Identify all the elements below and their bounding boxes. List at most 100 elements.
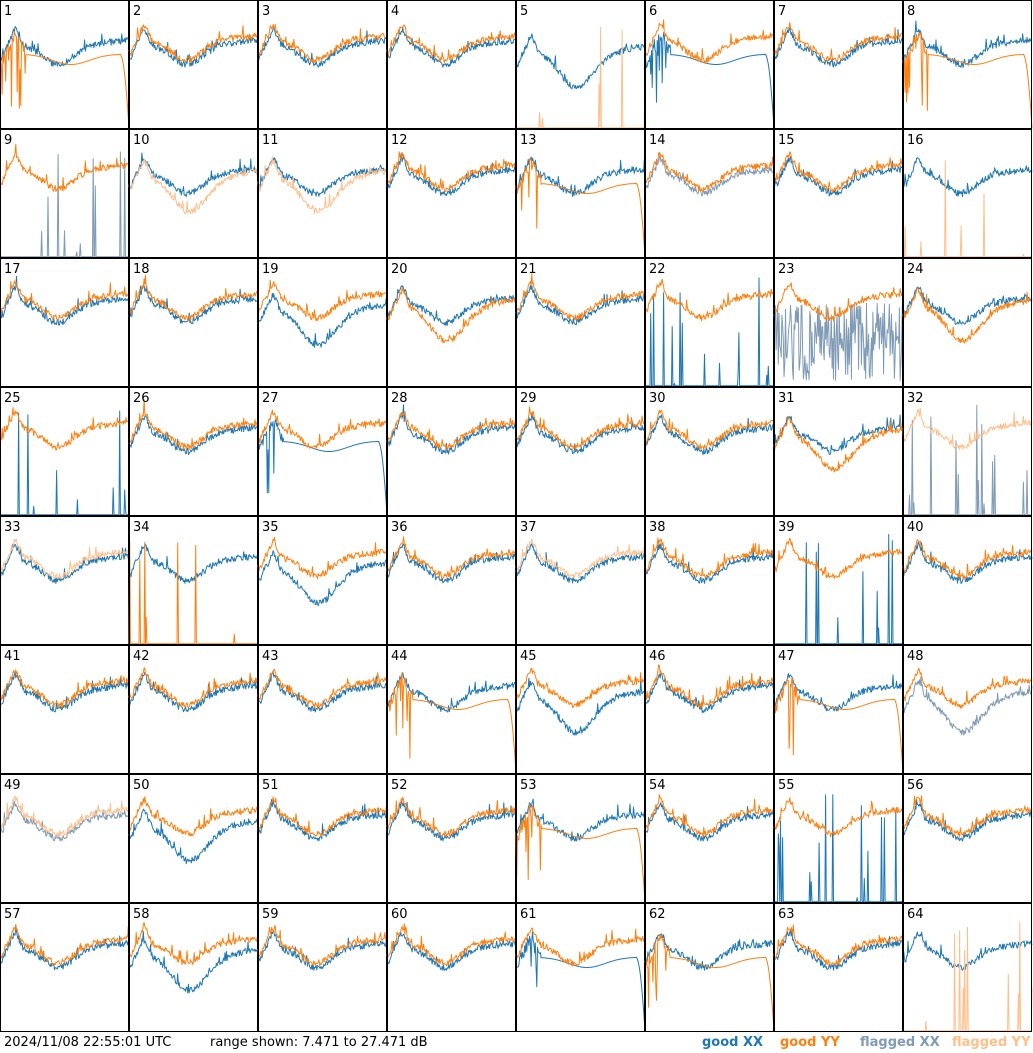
- series-yy-panel-41: [0, 669, 130, 709]
- panel-62: 62: [644, 903, 775, 1032]
- panel-label: 12: [391, 133, 408, 148]
- panel-60: 60: [386, 903, 517, 1032]
- panel-61: 61: [515, 903, 646, 1032]
- panel-51: 51: [257, 774, 388, 903]
- panel-label: 34: [133, 520, 150, 535]
- panel-label: 58: [133, 907, 150, 922]
- panel-24: 24: [902, 258, 1033, 387]
- series-xx-panel-11: [257, 157, 388, 197]
- series-xx-panel-15: [773, 156, 904, 197]
- series-xx-panel-39: [774, 534, 903, 645]
- series-yy-panel-58: [128, 922, 259, 966]
- panel-label: 62: [649, 907, 666, 922]
- series-yy-panel-8: [902, 32, 1033, 129]
- series-xx-panel-40: [902, 541, 1033, 584]
- series-yy-panel-44: [386, 672, 517, 774]
- panel-label: 18: [133, 262, 150, 277]
- panel-frame: [258, 774, 387, 903]
- series-yy-panel-33: [0, 538, 130, 579]
- panel-18: 18: [128, 258, 259, 387]
- panel-frame: [387, 129, 516, 258]
- panel-frame: [387, 387, 516, 516]
- series-xx-panel-58: [128, 931, 259, 994]
- panel-22: 22: [644, 258, 775, 387]
- panel-49: 49: [0, 774, 130, 903]
- panel-label: 44: [391, 649, 408, 664]
- series-yy-panel-40: [902, 539, 1033, 580]
- panel-frame: [645, 516, 774, 645]
- panel-frame: [258, 645, 387, 774]
- panel-63: 63: [773, 903, 904, 1032]
- panel-frame: [0, 645, 129, 774]
- panel-frame: [774, 387, 903, 516]
- panel-16: 16: [902, 129, 1033, 258]
- panel-28: 28: [386, 387, 517, 516]
- panel-frame: [774, 0, 903, 129]
- panel-label: 10: [133, 133, 150, 148]
- panel-frame: [516, 774, 645, 903]
- series-yy-panel-63: [773, 924, 904, 966]
- series-yy-panel-11: [257, 155, 388, 215]
- series-yy-panel-28: [386, 411, 517, 451]
- panel-frame: [0, 129, 129, 258]
- series-xx-panel-45: [515, 677, 646, 736]
- series-xx-panel-25: [0, 410, 129, 516]
- panel-frame: [903, 516, 1032, 645]
- panel-41: 41: [0, 645, 130, 774]
- series-xx-panel-51: [257, 799, 388, 842]
- series-xx-panel-16: [902, 157, 1033, 198]
- series-yy-panel-53: [515, 803, 646, 903]
- series-xx-panel-38: [644, 543, 775, 584]
- series-yy-panel-50: [128, 796, 259, 837]
- panel-frame: [774, 129, 903, 258]
- panel-32: 32: [902, 387, 1033, 516]
- series-xx-panel-63: [773, 928, 904, 971]
- series-yy-panel-37: [515, 538, 646, 580]
- panel-64: 64: [902, 903, 1033, 1032]
- panel-frame: [0, 387, 129, 516]
- panel-14: 14: [644, 129, 775, 258]
- panel-54: 54: [644, 774, 775, 903]
- panel-label: 39: [778, 520, 795, 535]
- series-xx-panel-55: [774, 794, 903, 903]
- series-xx-panel-35: [257, 550, 388, 607]
- series-yy-panel-59: [257, 925, 388, 966]
- series-yy-panel-21: [515, 273, 646, 321]
- panel-label: 13: [520, 133, 537, 148]
- series-yy-panel-14: [644, 151, 775, 192]
- panel-frame: [774, 516, 903, 645]
- panel-label: 6: [649, 4, 657, 19]
- series-xx-panel-13: [515, 156, 646, 197]
- series-yy-panel-61: [515, 927, 646, 967]
- panel-label: 7: [778, 4, 786, 19]
- panel-frame: [903, 258, 1032, 387]
- panel-frame: [387, 774, 516, 903]
- series-yy-panel-2: [128, 24, 259, 64]
- panel-15: 15: [773, 129, 904, 258]
- panel-frame: [516, 645, 645, 774]
- series-xx-panel-14: [644, 153, 775, 197]
- panel-8: 8: [902, 0, 1033, 129]
- panel-label: 40: [907, 520, 924, 535]
- panel-label: 9: [4, 133, 12, 148]
- series-xx-panel-17: [0, 275, 130, 326]
- series-yy-panel-54: [644, 794, 775, 838]
- panel-17: 17: [0, 258, 130, 387]
- series-xx-panel-46: [644, 672, 775, 713]
- series-xx-panel-33: [0, 543, 130, 584]
- panel-frame: [516, 903, 645, 1032]
- panel-frame: [516, 516, 645, 645]
- series-yy-panel-22: [644, 278, 775, 322]
- panel-frame: [903, 903, 1032, 1032]
- panel-frame: [516, 387, 645, 516]
- panel-50: 50: [128, 774, 259, 903]
- panel-27: 27: [257, 387, 388, 516]
- series-yy-panel-49: [0, 795, 130, 838]
- panel-44: 44: [386, 645, 517, 774]
- series-xx-panel-47: [773, 673, 904, 712]
- series-yy-panel-56: [902, 795, 1033, 838]
- panel-47: 47: [773, 645, 904, 774]
- panel-label: 47: [778, 649, 795, 664]
- panel-frame: [0, 774, 129, 903]
- panel-label: 41: [4, 649, 21, 664]
